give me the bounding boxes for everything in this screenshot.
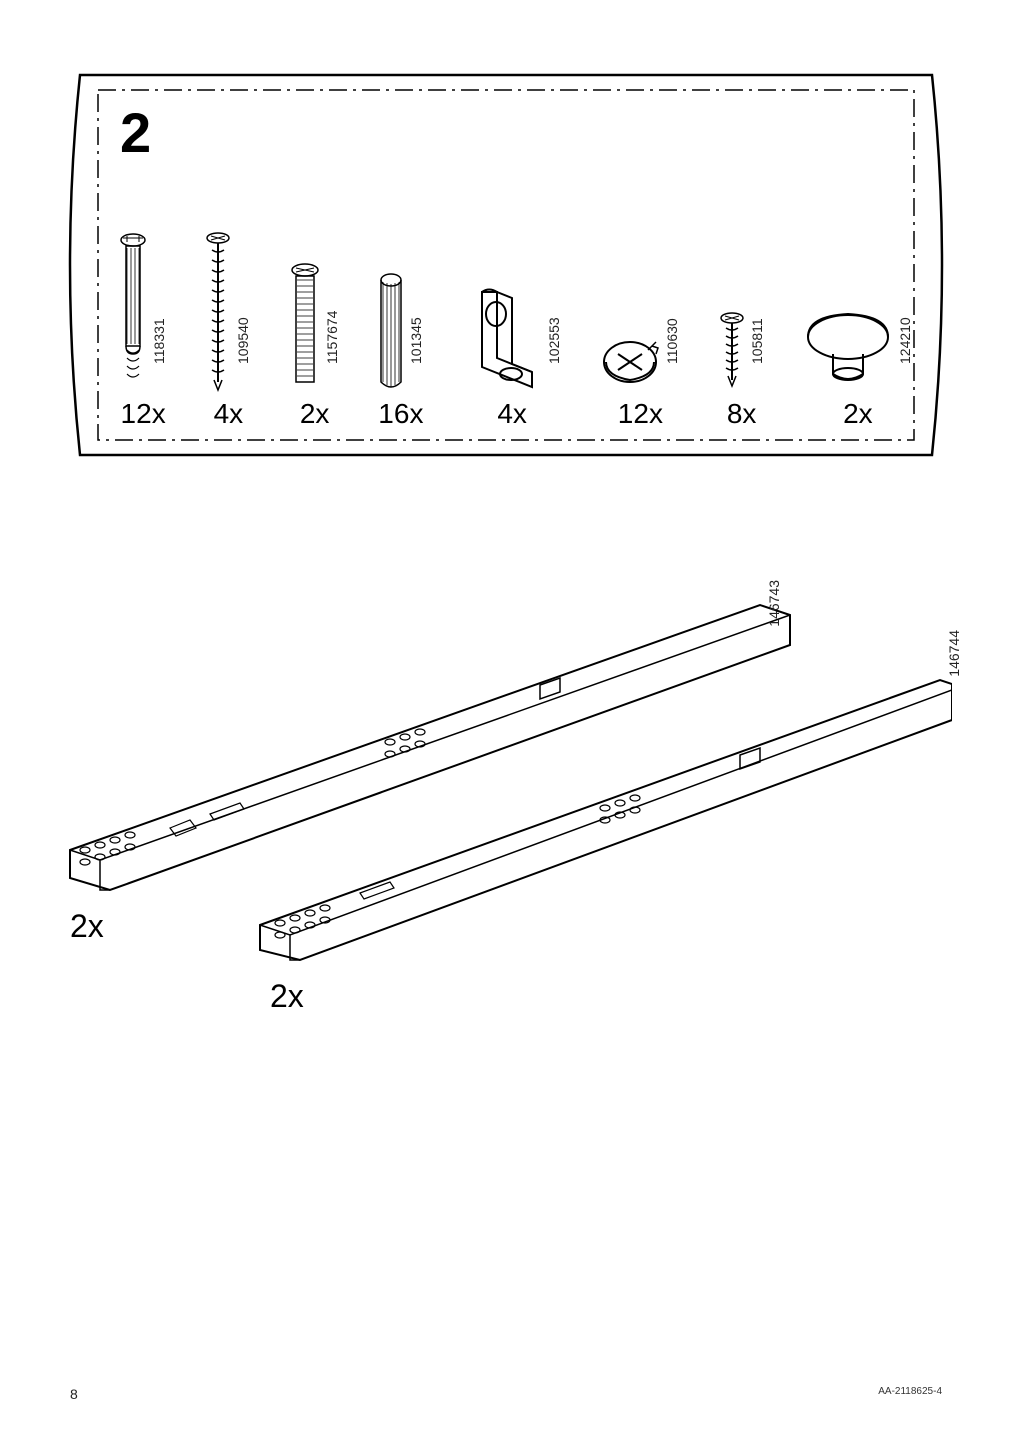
- hardware-item-101345: 101345 16x: [378, 212, 424, 430]
- part-number: 124210: [897, 304, 913, 364]
- bracket-icon: [462, 232, 542, 392]
- part-number: 110630: [664, 304, 680, 364]
- cam-lock-icon: [600, 232, 660, 392]
- quantity-label: 12x: [121, 398, 166, 430]
- part-number: 105811: [749, 304, 765, 364]
- bolt-icon: [290, 232, 320, 392]
- drawer-rail-icon: [70, 605, 790, 890]
- page: 2 118331: [0, 0, 1012, 1432]
- hardware-bag-panel: 2 118331: [60, 60, 952, 470]
- quantity-label: 2x: [300, 398, 330, 430]
- quantity-label: 16x: [378, 398, 423, 430]
- hardware-item-102553: 102553 4x: [462, 212, 562, 430]
- part-number: 109540: [235, 304, 251, 364]
- hardware-item-124210: 124210 2x: [803, 212, 913, 430]
- part-number: 1157674: [324, 304, 340, 364]
- cap-icon: [803, 232, 893, 392]
- quantity-label: 4x: [497, 398, 527, 430]
- hardware-item-110630: 110630 12x: [600, 212, 680, 430]
- hardware-item-118331: 118331 12x: [119, 212, 167, 430]
- page-number: 8: [70, 1386, 78, 1402]
- hardware-item-109540: 109540 4x: [205, 212, 251, 430]
- quantity-label: 12x: [618, 398, 663, 430]
- hardware-item-1157674: 1157674 2x: [290, 212, 340, 430]
- quantity-label: 2x: [843, 398, 873, 430]
- hardware-item-105811: 105811 8x: [719, 212, 765, 430]
- screw-icon: [205, 232, 231, 392]
- short-screw-icon: [719, 232, 745, 392]
- quantity-label: 2x: [270, 978, 304, 1015]
- document-id: AA-2118625-4: [878, 1386, 942, 1402]
- part-number: 146743: [766, 580, 782, 627]
- hardware-row: 118331 12x 109540: [100, 180, 932, 430]
- part-number: 118331: [151, 304, 167, 364]
- part-number: 101345: [408, 304, 424, 364]
- part-number: 102553: [546, 304, 562, 364]
- part-number: 146744: [946, 630, 962, 677]
- drawer-rail-icon: [260, 680, 952, 960]
- bolt-icon: [119, 232, 147, 392]
- step-number: 2: [120, 100, 151, 165]
- quantity-label: 8x: [727, 398, 757, 430]
- rails-illustration: [60, 590, 952, 1010]
- page-footer: 8 AA-2118625-4: [70, 1386, 942, 1402]
- quantity-label: 4x: [214, 398, 244, 430]
- rails-area: 146743 146744: [60, 590, 952, 1010]
- quantity-label: 2x: [70, 908, 104, 945]
- dowel-icon: [378, 232, 404, 392]
